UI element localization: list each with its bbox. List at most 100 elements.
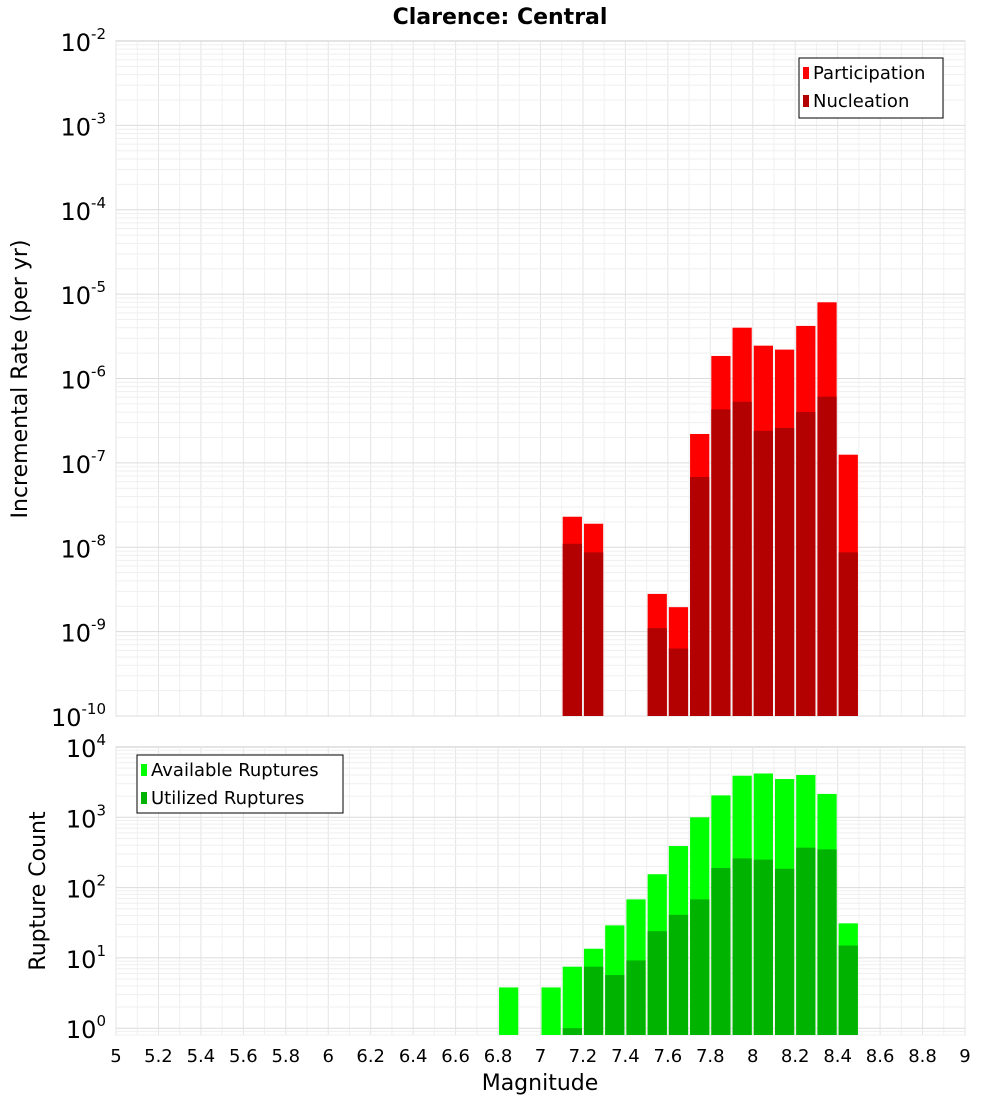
bar [668, 648, 689, 716]
bar [838, 945, 858, 1035]
y-tick-exponent: 2 [96, 872, 106, 890]
legend-label: Nucleation [813, 91, 909, 112]
bar [796, 847, 816, 1035]
y-tick-exponent: -6 [91, 363, 106, 381]
y-tick-base: 10 [60, 535, 91, 563]
x-tick-label: 8.8 [908, 1046, 937, 1067]
x-tick-label: 6.6 [441, 1046, 470, 1067]
legend-label: Participation [813, 63, 925, 84]
y-tick-base: 10 [60, 198, 91, 226]
y-tick-exponent: -10 [82, 700, 107, 718]
x-tick-label: 7.4 [611, 1046, 640, 1067]
y-tick-base: 10 [66, 805, 97, 833]
y-tick-exponent: -8 [91, 531, 106, 549]
y-tick-label: 10-9 [60, 616, 106, 648]
bar [690, 477, 710, 716]
bar [817, 396, 837, 716]
y-tick-base: 10 [66, 876, 97, 904]
y-tick-exponent: -4 [91, 194, 106, 212]
bar [605, 975, 625, 1035]
y-tick-label: 10-5 [60, 278, 106, 310]
y-tick-label: 104 [66, 731, 106, 763]
legend-label: Available Ruptures [151, 760, 319, 781]
x-tick-label: 6.8 [484, 1046, 513, 1067]
bar [711, 409, 731, 716]
legend-box [136, 754, 344, 814]
y-tick-label: 101 [66, 942, 106, 974]
y-tick-exponent: -9 [91, 616, 106, 634]
y-tick-base: 10 [66, 1016, 97, 1044]
rate-panel: 10-1010-910-810-710-610-510-410-310-2Par… [51, 25, 966, 732]
x-axis-label: Magnitude [482, 1071, 599, 1096]
bar [668, 914, 689, 1035]
bar [753, 859, 773, 1035]
y-tick-exponent: -2 [91, 25, 106, 43]
legend-swatch [141, 792, 147, 804]
y-tick-base: 10 [60, 367, 91, 395]
x-tick-label: 8 [747, 1046, 758, 1067]
bar [562, 1028, 582, 1035]
series-nucleation [562, 396, 858, 716]
y-tick-exponent: -3 [91, 109, 106, 127]
y-tick-base: 10 [60, 29, 91, 57]
legend-swatch [141, 764, 147, 776]
x-tick-label: 5.2 [144, 1046, 173, 1067]
x-tick-label: 6.4 [399, 1046, 428, 1067]
y-tick-label: 10-2 [60, 25, 106, 57]
y-axis-label-count: Rupture Count [26, 811, 51, 971]
legend-box [798, 57, 944, 119]
x-tick-label: 8.4 [823, 1046, 852, 1067]
bar [753, 430, 773, 716]
x-tick-label: 7.6 [654, 1046, 683, 1067]
x-tick-label: 5.8 [271, 1046, 300, 1067]
bar [647, 628, 667, 716]
legend: Available Ruptures Utilized Ruptures [136, 754, 344, 814]
legend-label: Utilized Ruptures [151, 788, 304, 809]
legend-swatch [803, 95, 809, 107]
y-axis-label-rate: Incremental Rate (per yr) [8, 240, 33, 519]
y-tick-exponent: 0 [96, 1012, 106, 1030]
y-tick-label: 10-7 [60, 447, 106, 479]
bar [562, 543, 582, 716]
y-tick-label: 10-10 [51, 700, 106, 732]
bar [774, 868, 795, 1035]
y-tick-base: 10 [66, 735, 97, 763]
x-tick-label: 7 [535, 1046, 546, 1067]
bar [732, 401, 752, 716]
x-tick-label: 7.8 [696, 1046, 725, 1067]
y-tick-label: 102 [66, 872, 106, 904]
y-tick-exponent: -7 [91, 447, 106, 465]
y-tick-label: 10-3 [60, 109, 106, 141]
x-tick-label: 6.2 [356, 1046, 385, 1067]
y-tick-base: 10 [60, 113, 91, 141]
y-tick-label: 100 [66, 1012, 106, 1044]
bar [499, 987, 519, 1035]
y-tick-label: 103 [66, 801, 106, 833]
y-tick-base: 10 [60, 282, 91, 310]
y-tick-exponent: -5 [91, 278, 106, 296]
bar [774, 427, 795, 716]
y-tick-label: 10-4 [60, 194, 106, 226]
y-tick-label: 10-6 [60, 363, 106, 395]
legend: Participation Nucleation [798, 57, 944, 119]
y-tick-base: 10 [60, 620, 91, 648]
y-tick-exponent: 1 [96, 942, 106, 960]
y-tick-base: 10 [66, 946, 97, 974]
chart-title: Clarence: Central [393, 5, 608, 30]
x-tick-label: 5 [110, 1046, 121, 1067]
bar [690, 899, 710, 1035]
bar [796, 412, 816, 716]
x-tick-label: 7.2 [569, 1046, 598, 1067]
bar [583, 966, 604, 1035]
bar [711, 867, 731, 1035]
y-tick-label: 10-8 [60, 531, 106, 563]
bar [583, 552, 604, 716]
bar [838, 552, 858, 716]
x-tick-label: 5.4 [187, 1046, 216, 1067]
x-tick-label: 8.6 [866, 1046, 895, 1067]
bar [626, 960, 646, 1035]
